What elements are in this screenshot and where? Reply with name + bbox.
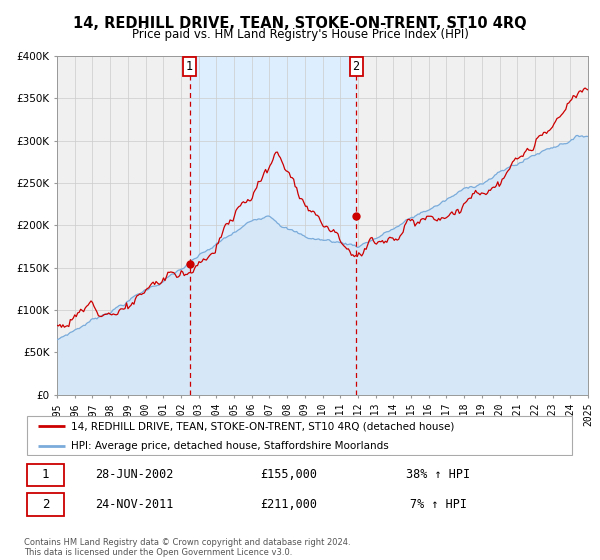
FancyBboxPatch shape [27,416,572,455]
Text: This data is licensed under the Open Government Licence v3.0.: This data is licensed under the Open Gov… [24,548,292,557]
Text: 38% ↑ HPI: 38% ↑ HPI [406,468,470,482]
Text: 14, REDHILL DRIVE, TEAN, STOKE-ON-TRENT, ST10 4RQ: 14, REDHILL DRIVE, TEAN, STOKE-ON-TRENT,… [73,16,527,31]
Text: 2: 2 [42,498,49,511]
Text: 24-NOV-2011: 24-NOV-2011 [95,498,173,511]
Text: 7% ↑ HPI: 7% ↑ HPI [409,498,467,511]
Text: £211,000: £211,000 [260,498,317,511]
FancyBboxPatch shape [27,493,64,516]
Text: 14, REDHILL DRIVE, TEAN, STOKE-ON-TRENT, ST10 4RQ (detached house): 14, REDHILL DRIVE, TEAN, STOKE-ON-TRENT,… [71,421,454,431]
Text: 2: 2 [353,60,359,73]
Text: £155,000: £155,000 [260,468,317,482]
Text: 1: 1 [42,468,49,482]
Text: 28-JUN-2002: 28-JUN-2002 [95,468,173,482]
Text: Price paid vs. HM Land Registry's House Price Index (HPI): Price paid vs. HM Land Registry's House … [131,28,469,41]
Text: HPI: Average price, detached house, Staffordshire Moorlands: HPI: Average price, detached house, Staf… [71,441,389,451]
Text: 1: 1 [186,60,193,73]
Text: Contains HM Land Registry data © Crown copyright and database right 2024.: Contains HM Land Registry data © Crown c… [24,538,350,547]
Bar [190,56,356,395]
FancyBboxPatch shape [27,464,64,486]
